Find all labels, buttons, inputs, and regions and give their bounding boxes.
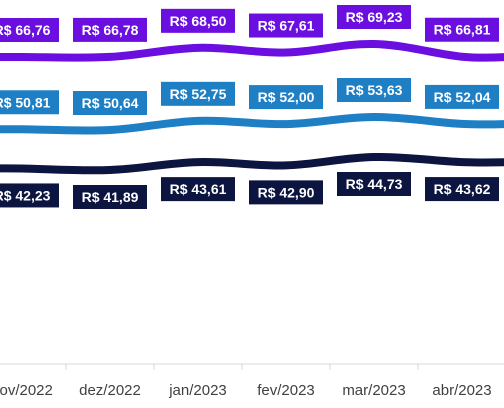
x-axis: [0, 363, 504, 370]
data-label: R$ 68,50: [161, 8, 235, 33]
data-label-text: R$ 68,50: [170, 13, 227, 29]
data-label: R$ 69,23: [337, 5, 411, 29]
data-label-text: R$ 42,90: [258, 184, 315, 200]
data-label: R$ 52,00: [249, 85, 323, 110]
data-label-text: R$ 66,81: [434, 22, 491, 38]
data-label-box: [0, 18, 59, 42]
data-label-text: R$ 52,04: [434, 89, 491, 105]
data-label-box: [249, 13, 323, 38]
data-label-box: [337, 78, 411, 102]
series-lines: [0, 39, 504, 175]
data-label-box: [73, 91, 147, 115]
x-tick-label: fev/2023: [257, 382, 315, 399]
x-tick-label: dez/2022: [79, 382, 141, 399]
data-label-box: [0, 183, 59, 208]
data-label: R$ 66,81: [425, 17, 499, 42]
data-label-box: [161, 81, 235, 106]
data-label: R$ 43,62: [425, 177, 499, 202]
x-tick-label: abr/2023: [432, 382, 491, 399]
data-label-text: R$ 42,23: [0, 187, 51, 203]
data-label: R$ 67,61: [249, 13, 323, 38]
data-label: R$ 52,04: [425, 84, 499, 109]
data-label: R$ 44,73: [337, 172, 411, 196]
data-labels: R$ 66,76 R$ 66,78 R$ 68,50 R$ 67,61 R$ 69,23…: [0, 5, 499, 209]
data-label-box: [337, 172, 411, 196]
data-label-text: R$ 43,61: [170, 181, 227, 197]
data-label-text: R$ 66,78: [82, 22, 139, 38]
data-label-text: R$ 50,81: [0, 94, 51, 110]
data-label: R$ 43,61: [161, 177, 235, 202]
data-label: R$ 66,78: [73, 17, 147, 42]
data-label-text: R$ 52,00: [258, 89, 315, 105]
data-label-box: [425, 84, 499, 109]
data-label-box: [73, 185, 147, 209]
data-label: R$ 41,89: [73, 185, 147, 209]
series-line-1: [0, 39, 504, 62]
data-label-box: [249, 180, 323, 205]
data-label-text: R$ 43,62: [434, 181, 491, 197]
x-tick-label: mar/2023: [342, 382, 405, 399]
data-label-box: [0, 90, 59, 115]
data-label-box: [161, 8, 235, 33]
data-label-box: [337, 5, 411, 29]
data-label-box: [249, 85, 323, 110]
data-label-text: R$ 69,23: [346, 9, 403, 25]
data-label-text: R$ 44,73: [346, 176, 403, 192]
series-line-2: [0, 112, 504, 135]
x-tick-labels: nov/2022 dez/2022 jan/2023 fev/2023 mar/2023…: [0, 382, 492, 399]
data-label: R$ 42,23: [0, 183, 59, 208]
data-label: R$ 50,81: [0, 90, 59, 115]
data-label-box: [425, 177, 499, 202]
data-label-box: [161, 177, 235, 202]
data-label-text: R$ 66,76: [0, 22, 51, 38]
data-label: R$ 66,76: [0, 18, 59, 42]
data-label-box: [73, 17, 147, 42]
data-label-text: R$ 41,89: [82, 189, 139, 205]
x-tick-label: jan/2023: [168, 382, 227, 399]
series-line-3: [0, 152, 504, 175]
data-label: R$ 42,90: [249, 180, 323, 205]
data-label-text: R$ 53,63: [346, 82, 403, 98]
data-label-text: R$ 67,61: [258, 18, 315, 34]
data-label-text: R$ 52,75: [170, 86, 227, 102]
data-label-box: [425, 17, 499, 42]
data-label: R$ 50,64: [73, 91, 147, 115]
x-tick-label: nov/2022: [0, 382, 53, 399]
data-label: R$ 53,63: [337, 78, 411, 102]
data-label: R$ 52,75: [161, 81, 235, 106]
data-label-text: R$ 50,64: [82, 95, 139, 111]
